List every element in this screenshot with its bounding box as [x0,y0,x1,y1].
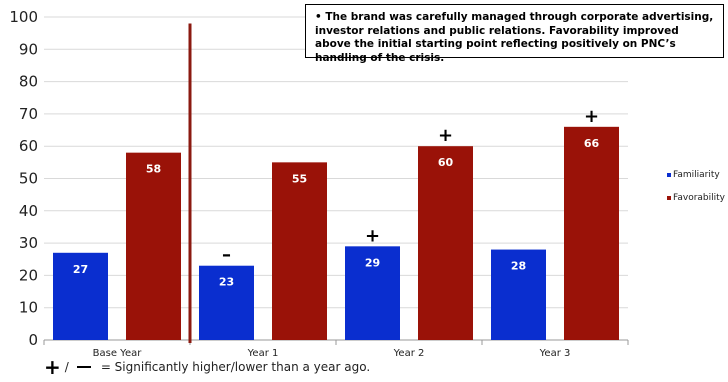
y-tick-label: 90 [19,40,38,58]
data-label: 55 [292,172,307,185]
footnote-text: = Significantly higher/lower than a year… [100,360,371,374]
significance-marker: + [584,106,599,127]
bar-familiarity [199,265,254,340]
y-tick-label: 20 [19,266,38,284]
y-tick-label: 10 [19,299,38,317]
bar-favorability [418,146,473,340]
insight-callout: • The brand was carefully managed throug… [305,4,724,64]
x-tick-label: Year 2 [393,348,425,359]
bar-favorability [564,126,619,340]
x-tick-label: Year 3 [539,348,571,359]
legend-swatch-familiarity [667,172,671,177]
callout-text: • The brand was carefully managed throug… [315,11,714,64]
significance-marker: + [365,225,380,246]
significance-marker: + [438,125,453,146]
bar-familiarity [345,246,400,340]
data-label: 66 [584,137,600,150]
bar-favorability [126,152,181,340]
y-tick-label: 60 [19,137,38,155]
bar-favorability [272,162,327,340]
x-tick-label: Year 1 [247,348,279,359]
legend-item-favorability: Favorability [667,191,725,204]
significance-footnote: + / = Significantly higher/lower than a … [44,355,371,379]
legend-label-familiarity: Familiarity [673,169,720,180]
significance-marker: – [222,245,231,266]
data-label: 60 [438,156,454,169]
data-label: 23 [219,276,234,289]
legend-item-familiarity: Familiarity [667,168,725,181]
plus-symbol: + [44,355,61,379]
y-tick-label: 0 [28,331,38,349]
data-label: 58 [146,163,161,176]
y-tick-label: 50 [19,170,38,188]
y-tick-label: 100 [9,8,38,26]
y-tick-label: 80 [19,73,38,91]
y-tick-label: 30 [19,234,38,252]
bar-familiarity [491,249,546,340]
minus-symbol [76,366,91,368]
data-label: 28 [511,260,526,273]
legend: Familiarity Favorability [667,168,725,214]
y-tick-label: 40 [19,202,38,220]
legend-swatch-favorability [667,195,671,200]
legend-label-favorability: Favorability [673,192,725,203]
x-tick-label: Base Year [93,348,143,359]
bar-familiarity [53,252,108,340]
slash-separator: / [64,360,69,374]
data-label: 29 [365,256,380,269]
y-tick-label: 70 [19,105,38,123]
data-label: 27 [73,263,88,276]
